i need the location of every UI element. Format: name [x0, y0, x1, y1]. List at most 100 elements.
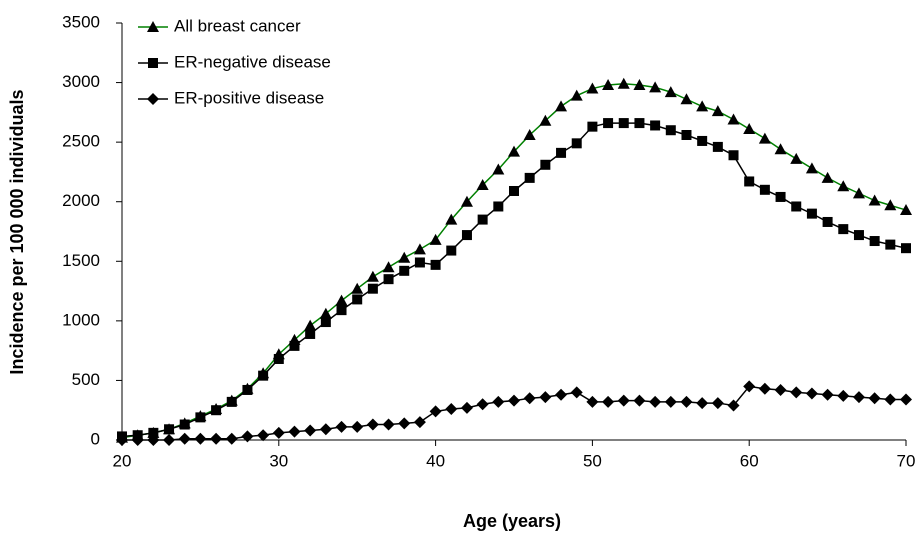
data-point	[884, 393, 897, 406]
data-point	[116, 434, 128, 446]
data-point	[352, 294, 363, 305]
data-point	[869, 236, 880, 247]
data-point	[539, 114, 552, 126]
data-point	[508, 145, 520, 157]
data-point	[838, 224, 849, 235]
data-point	[650, 120, 661, 131]
legend-label: All breast cancer	[174, 16, 301, 35]
y-axis-title: Incidence per 100 000 individuals	[7, 89, 27, 374]
data-point	[148, 427, 159, 438]
data-point	[163, 434, 176, 446]
data-point	[523, 128, 536, 140]
data-point	[194, 432, 207, 445]
data-point	[211, 405, 222, 416]
data-point	[289, 340, 300, 351]
data-point	[711, 105, 724, 117]
x-tick-label: 30	[269, 451, 288, 470]
data-point	[696, 100, 709, 112]
data-point	[603, 118, 614, 129]
data-point	[649, 81, 662, 93]
data-point	[336, 305, 347, 316]
data-point	[445, 403, 458, 416]
series-line	[121, 122, 907, 438]
data-point	[413, 416, 426, 429]
data-point	[555, 100, 568, 112]
data-point	[805, 162, 818, 174]
data-point	[523, 392, 536, 405]
data-point	[335, 294, 348, 306]
data-point	[272, 426, 285, 439]
data-point	[900, 204, 912, 216]
data-point	[697, 135, 708, 146]
data-point	[508, 394, 520, 407]
data-point	[476, 398, 489, 411]
data-point	[571, 138, 582, 149]
data-point	[304, 424, 317, 437]
data-point	[366, 418, 379, 431]
data-point	[743, 380, 756, 393]
data-point	[759, 184, 770, 195]
data-point	[445, 213, 458, 225]
legend-marker	[147, 21, 159, 32]
data-point	[727, 399, 740, 412]
data-point	[492, 163, 505, 175]
data-point	[305, 328, 316, 339]
data-point	[429, 405, 442, 418]
data-point	[351, 282, 364, 294]
data-point	[446, 245, 457, 256]
data-point	[885, 239, 896, 250]
data-point	[288, 425, 301, 438]
data-point	[586, 82, 599, 94]
data-point	[680, 395, 693, 408]
y-tick-label: 1500	[62, 251, 100, 270]
legend-marker	[148, 58, 158, 68]
data-point	[822, 216, 833, 227]
x-tick-label: 20	[113, 451, 132, 470]
data-point	[257, 429, 270, 442]
data-point	[587, 121, 598, 132]
data-point	[477, 214, 488, 225]
data-point	[335, 420, 348, 433]
data-point	[602, 395, 615, 408]
data-point	[539, 391, 552, 404]
data-point	[399, 265, 410, 276]
data-point	[210, 432, 223, 445]
data-point	[476, 179, 489, 191]
data-point	[570, 89, 583, 101]
data-point	[852, 391, 865, 404]
data-point	[664, 395, 677, 408]
data-point	[460, 195, 473, 207]
data-point	[414, 257, 425, 268]
data-point	[319, 307, 332, 319]
data-point	[461, 230, 472, 241]
y-tick-label: 2500	[62, 132, 100, 151]
data-point	[178, 432, 191, 445]
data-point	[868, 194, 881, 206]
data-point	[696, 397, 709, 410]
data-point	[680, 93, 693, 105]
data-point	[744, 176, 755, 187]
data-point	[179, 419, 190, 430]
data-point	[617, 77, 630, 89]
data-point	[712, 141, 723, 152]
data-point	[398, 251, 411, 263]
data-point	[366, 270, 379, 282]
data-point	[774, 383, 787, 396]
data-point	[273, 353, 284, 364]
data-point	[852, 187, 865, 199]
data-point	[664, 86, 677, 98]
data-point	[727, 113, 740, 125]
data-point	[555, 388, 568, 401]
data-point	[868, 392, 881, 405]
data-point	[383, 274, 394, 285]
x-axis-title: Age (years)	[463, 511, 561, 531]
data-point	[728, 150, 739, 161]
data-point	[556, 147, 567, 158]
data-point	[493, 201, 504, 212]
x-tick-label: 70	[897, 451, 916, 470]
data-point	[633, 394, 646, 407]
data-point	[492, 395, 505, 408]
legend-marker	[147, 93, 159, 105]
data-point	[304, 319, 317, 331]
